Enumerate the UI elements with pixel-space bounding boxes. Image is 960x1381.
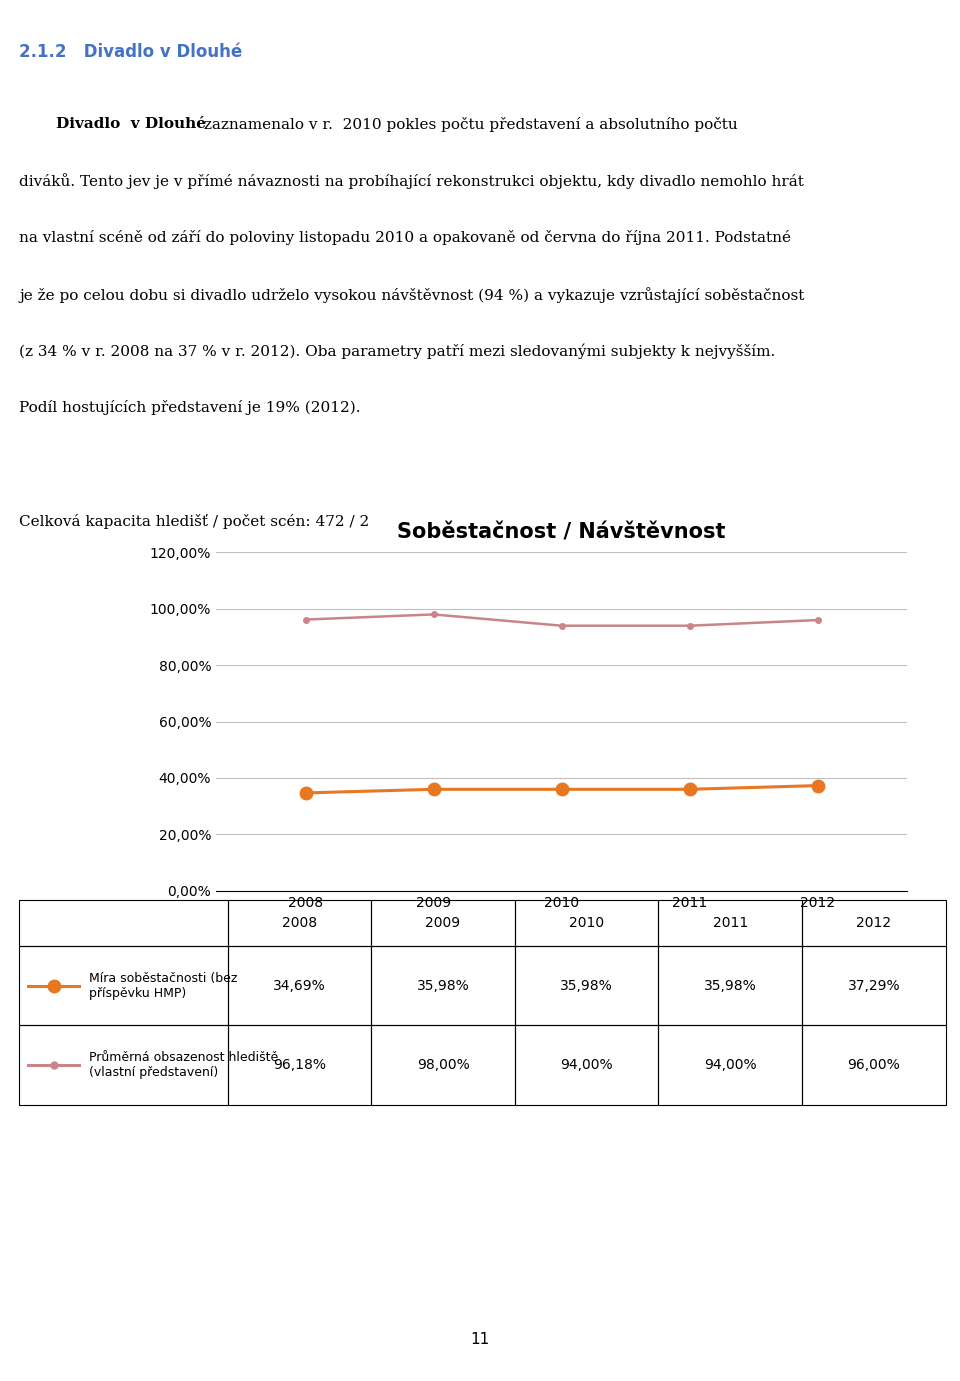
Bar: [659, 946, 802, 1025]
Bar: [659, 1025, 802, 1105]
Text: Divadlo  v Dlouhé: Divadlo v Dlouhé: [56, 117, 206, 131]
Text: 34,69%: 34,69%: [273, 979, 325, 993]
Text: (z 34 % v r. 2008 na 37 % v r. 2012). Oba parametry patří mezi sledovanými subje: (z 34 % v r. 2008 na 37 % v r. 2012). Ob…: [19, 344, 776, 359]
Text: 2008: 2008: [282, 916, 317, 931]
Bar: [372, 900, 515, 946]
Text: zaznamenalo v r.  2010 pokles počtu představení a absolutního počtu: zaznamenalo v r. 2010 pokles počtu předs…: [199, 117, 737, 131]
Bar: [19, 946, 228, 1025]
Bar: [802, 1025, 946, 1105]
Text: 96,00%: 96,00%: [848, 1058, 900, 1072]
Text: diváků. Tento jev je v přímé návaznosti na probíhající rekonstrukci objektu, kdy: diváků. Tento jev je v přímé návaznosti …: [19, 174, 804, 189]
Title: Soběstačnost / Návštěvnost: Soběstačnost / Návštěvnost: [397, 522, 726, 543]
Bar: [515, 1025, 659, 1105]
Text: 94,00%: 94,00%: [561, 1058, 612, 1072]
Bar: [515, 900, 659, 946]
Bar: [802, 900, 946, 946]
Bar: [228, 1025, 372, 1105]
Bar: [802, 946, 946, 1025]
Text: 37,29%: 37,29%: [848, 979, 900, 993]
Bar: [515, 946, 659, 1025]
Text: 11: 11: [470, 1333, 490, 1346]
Text: 2009: 2009: [425, 916, 461, 931]
Text: 98,00%: 98,00%: [417, 1058, 469, 1072]
Text: 94,00%: 94,00%: [704, 1058, 756, 1072]
Text: 2010: 2010: [569, 916, 604, 931]
Text: Podíl hostujících představení je 19% (2012).: Podíl hostujících představení je 19% (20…: [19, 400, 361, 416]
Text: Celková kapacita hledišť / počet scén: 472 / 2: Celková kapacita hledišť / počet scén: 4…: [19, 514, 370, 529]
Text: Míra soběstačnosti (bez
příspěvku HMP): Míra soběstačnosti (bez příspěvku HMP): [88, 972, 237, 1000]
Bar: [372, 1025, 515, 1105]
Text: 35,98%: 35,98%: [417, 979, 469, 993]
Text: 2012: 2012: [856, 916, 892, 931]
Text: Průměrná obsazenost hlediště
(vlastní představení): Průměrná obsazenost hlediště (vlastní př…: [88, 1051, 278, 1079]
Text: 2.1.2   Divadlo v Dlouhé: 2.1.2 Divadlo v Dlouhé: [19, 43, 243, 61]
Text: 96,18%: 96,18%: [273, 1058, 326, 1072]
Text: na vlastní scéně od září do poloviny listopadu 2010 a opakovaně od června do říj: na vlastní scéně od září do poloviny lis…: [19, 231, 791, 246]
Text: 35,98%: 35,98%: [704, 979, 756, 993]
Text: 2011: 2011: [712, 916, 748, 931]
Bar: [372, 946, 515, 1025]
Bar: [659, 900, 802, 946]
Bar: [19, 900, 228, 946]
Text: 35,98%: 35,98%: [561, 979, 613, 993]
Bar: [228, 946, 372, 1025]
Bar: [19, 1025, 228, 1105]
Text: je že po celou dobu si divadlo udrželo vysokou návštěvnost (94 %) a vykazuje vzr: je že po celou dobu si divadlo udrželo v…: [19, 287, 804, 302]
Bar: [228, 900, 372, 946]
